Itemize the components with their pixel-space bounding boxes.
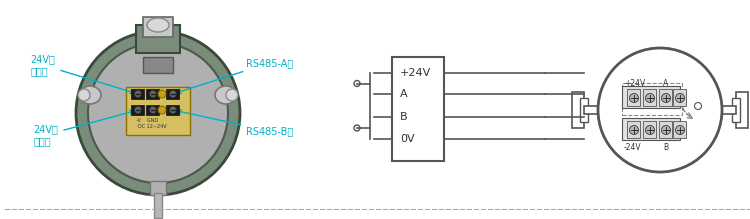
Bar <box>146 89 159 99</box>
Bar <box>736 92 748 128</box>
Bar <box>659 121 672 138</box>
Text: A: A <box>400 89 408 99</box>
Text: DC 12~24V: DC 12~24V <box>138 124 166 129</box>
Bar <box>643 121 656 138</box>
Text: B: B <box>663 143 668 152</box>
Text: -V    GND: -V GND <box>136 118 158 124</box>
Bar <box>131 105 144 115</box>
Circle shape <box>662 125 670 134</box>
Ellipse shape <box>78 89 90 101</box>
Circle shape <box>694 102 701 110</box>
Circle shape <box>676 125 685 134</box>
Circle shape <box>88 43 228 183</box>
Bar <box>572 92 584 128</box>
Circle shape <box>354 125 360 131</box>
Bar <box>154 193 162 218</box>
Circle shape <box>134 90 142 97</box>
Circle shape <box>598 48 722 172</box>
Bar <box>166 89 179 99</box>
Text: B: B <box>400 112 408 122</box>
Bar <box>732 98 740 122</box>
Circle shape <box>134 106 142 113</box>
Bar <box>143 17 173 37</box>
Bar <box>673 89 686 106</box>
Circle shape <box>149 90 157 97</box>
Bar <box>659 89 672 106</box>
Text: A: A <box>663 78 668 88</box>
Text: RS485-A极: RS485-A极 <box>177 58 293 93</box>
Ellipse shape <box>215 86 237 104</box>
Bar <box>622 118 680 140</box>
Bar <box>146 105 159 115</box>
Circle shape <box>646 125 655 134</box>
Circle shape <box>170 90 176 97</box>
Bar <box>584 106 736 114</box>
Bar <box>392 57 444 161</box>
Circle shape <box>629 125 638 134</box>
Circle shape <box>158 90 166 98</box>
Text: +24V: +24V <box>624 78 645 88</box>
Bar <box>126 87 190 135</box>
Ellipse shape <box>79 86 101 104</box>
Text: 24V电
源正极: 24V电 源正极 <box>31 54 134 94</box>
Text: RS485-B极: RS485-B极 <box>177 110 293 136</box>
Bar <box>166 105 179 115</box>
Bar <box>673 121 686 138</box>
Bar <box>143 57 173 73</box>
Bar <box>131 89 144 99</box>
Bar <box>627 89 640 106</box>
Text: -24V: -24V <box>624 143 641 152</box>
Circle shape <box>646 94 655 102</box>
Text: 24V电
源负极: 24V电 源负极 <box>34 110 134 146</box>
Circle shape <box>149 106 157 113</box>
Text: 0V: 0V <box>400 134 415 144</box>
Circle shape <box>158 106 166 114</box>
Bar <box>622 86 680 108</box>
Bar <box>622 83 682 115</box>
Bar <box>150 181 166 195</box>
Ellipse shape <box>147 18 169 32</box>
Circle shape <box>170 106 176 113</box>
Circle shape <box>629 94 638 102</box>
Bar <box>580 98 588 122</box>
Text: +24V: +24V <box>400 68 431 78</box>
Circle shape <box>354 81 360 87</box>
Circle shape <box>662 94 670 102</box>
Circle shape <box>76 31 240 195</box>
Bar <box>627 121 640 138</box>
Bar <box>643 89 656 106</box>
Ellipse shape <box>226 89 238 101</box>
Bar <box>136 25 180 53</box>
Circle shape <box>676 94 685 102</box>
